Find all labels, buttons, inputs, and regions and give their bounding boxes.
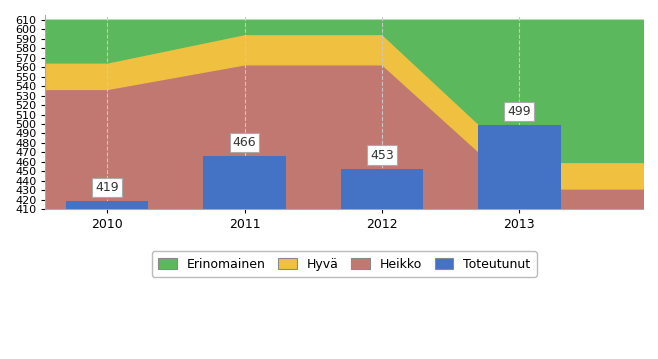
Text: 499: 499	[507, 105, 531, 118]
Text: 453: 453	[370, 149, 393, 162]
Bar	[203, 156, 286, 209]
Text: 466: 466	[233, 136, 257, 149]
Bar	[66, 201, 148, 209]
Bar	[478, 125, 561, 209]
Legend: Erinomainen, Hyvä, Heikko, Toteutunut: Erinomainen, Hyvä, Heikko, Toteutunut	[151, 251, 537, 277]
Text: 419: 419	[95, 181, 119, 194]
Bar	[341, 168, 423, 209]
